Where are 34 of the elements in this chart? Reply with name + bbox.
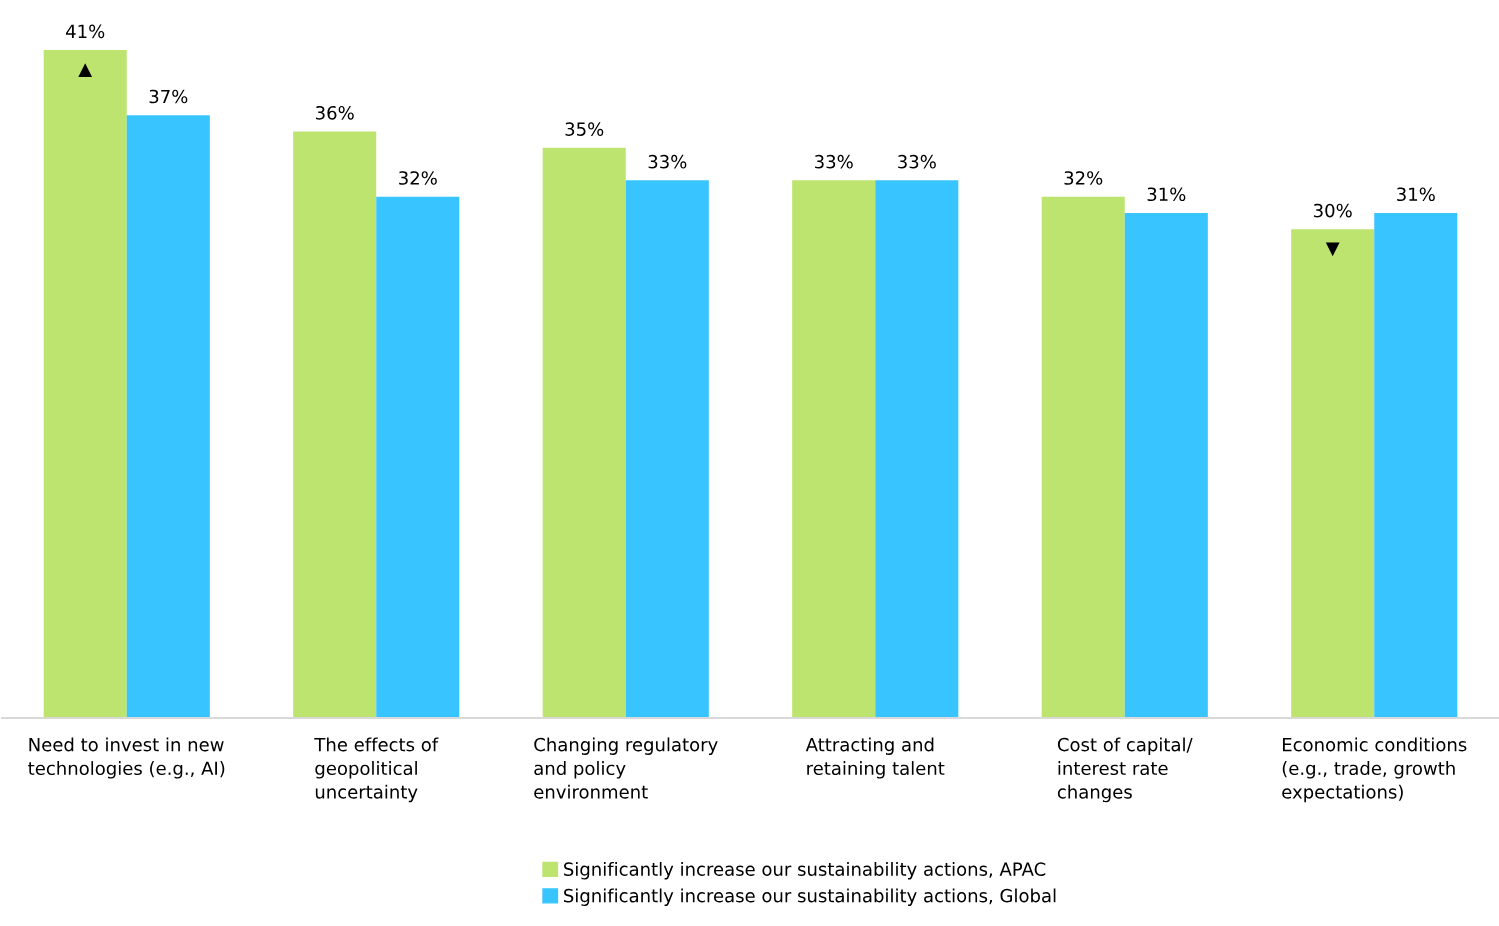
bar (625, 180, 709, 718)
data-label: 33% (648, 154, 687, 169)
bar (293, 131, 377, 718)
bar (126, 115, 210, 718)
data-label: 31% (1147, 187, 1186, 202)
x-tick-label: Attracting and retaining talent (805, 737, 945, 779)
bar (376, 196, 460, 718)
annotation: ▲ (78, 63, 93, 78)
annotation: ▼ (1325, 242, 1340, 257)
data-label: 37% (149, 89, 188, 104)
data-label: 31% (1397, 187, 1435, 202)
data-label: 41% (66, 24, 105, 39)
x-tick-label: The effects of geopolitical uncertainty (314, 737, 439, 803)
x-tick-label: Cost of capital/ interest rate changes (1057, 737, 1193, 803)
bar (875, 180, 959, 718)
x-tick-label: Need to invest in new technologies (e.g., AI) (28, 737, 225, 779)
x-tick-label: Changing regulatory and policy environment (534, 737, 718, 799)
data-label: 32% (1064, 171, 1103, 185)
legend-label: Significantly increase our sustainability actions, APAC (564, 862, 1046, 880)
data-label: 35% (565, 122, 604, 136)
bar (43, 50, 127, 718)
bar (1291, 229, 1375, 718)
data-label: 36% (316, 105, 354, 120)
bar (1374, 212, 1458, 718)
x-tick-label: Economic conditions (e.g., trade, growth expectations) (1282, 737, 1467, 803)
bar (792, 180, 876, 718)
data-label: 33% (815, 154, 853, 169)
bar (1041, 196, 1125, 718)
data-label: 30% (1314, 203, 1352, 218)
bar (542, 147, 626, 718)
legend-label: Significantly increase our sustainability actions, Global (564, 888, 1056, 906)
data-label: 33% (898, 154, 936, 169)
data-label: 32% (399, 171, 437, 185)
bar (1124, 212, 1208, 718)
